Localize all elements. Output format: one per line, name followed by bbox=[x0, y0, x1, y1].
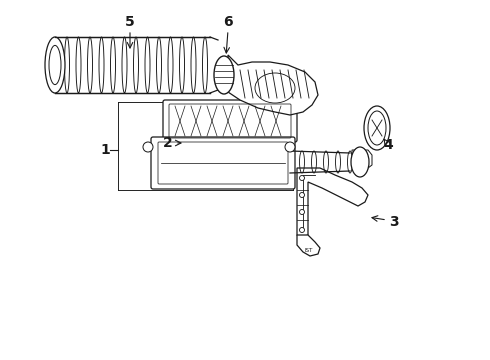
FancyBboxPatch shape bbox=[158, 142, 288, 184]
Polygon shape bbox=[297, 168, 368, 238]
FancyBboxPatch shape bbox=[163, 100, 297, 142]
Circle shape bbox=[299, 228, 304, 233]
Text: 3: 3 bbox=[389, 215, 399, 229]
Ellipse shape bbox=[285, 142, 295, 152]
Circle shape bbox=[299, 193, 304, 198]
Polygon shape bbox=[352, 150, 372, 168]
Text: 4: 4 bbox=[383, 138, 393, 152]
Text: 5: 5 bbox=[125, 15, 135, 29]
Polygon shape bbox=[297, 235, 320, 256]
Text: IST: IST bbox=[305, 248, 313, 252]
Ellipse shape bbox=[368, 111, 386, 145]
Ellipse shape bbox=[351, 147, 369, 177]
Ellipse shape bbox=[143, 142, 153, 152]
Ellipse shape bbox=[45, 37, 65, 93]
Bar bbox=[55, 37, 210, 93]
Text: 1: 1 bbox=[100, 143, 110, 157]
Circle shape bbox=[299, 210, 304, 215]
Circle shape bbox=[299, 176, 304, 180]
Text: 6: 6 bbox=[223, 15, 233, 29]
FancyBboxPatch shape bbox=[151, 137, 295, 189]
Text: 2: 2 bbox=[163, 136, 173, 150]
Ellipse shape bbox=[364, 106, 390, 150]
Ellipse shape bbox=[49, 45, 61, 85]
Ellipse shape bbox=[214, 56, 234, 94]
Polygon shape bbox=[228, 55, 318, 115]
